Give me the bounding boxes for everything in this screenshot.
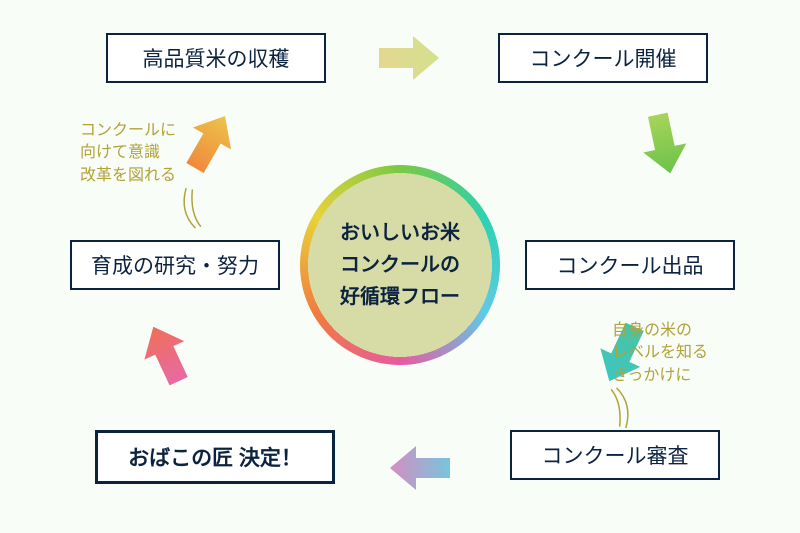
node-harvest: 高品質米の収穫 [106, 33, 326, 83]
node-judge: コンクール審査 [510, 430, 720, 480]
arrow-research-to-harvest [173, 102, 247, 181]
annot-left: コンクールに 向けて意識 改革を図れる [80, 120, 176, 187]
node-hold: コンクール開催 [498, 33, 708, 83]
node-research: 育成の研究・努力 [70, 240, 280, 290]
arrow-harvest-to-hold [377, 34, 441, 82]
arrow-decide-to-research [131, 315, 202, 393]
center-title: おいしいお米コンクールの好循環フロー [340, 217, 460, 313]
arrow-judge-to-decide [388, 444, 452, 492]
arrow-hold-to-submit [634, 108, 694, 181]
annot-right: 自身の米の レベルを知る きっかけに [612, 320, 708, 387]
annot-left-tail [165, 183, 220, 238]
center-circle: おいしいお米コンクールの好循環フロー [300, 165, 500, 365]
node-submit: コンクール出品 [525, 240, 735, 290]
cycle-diagram: おいしいお米コンクールの好循環フロー 高品質米の収穫 コンクール開催コンクール出品… [0, 0, 800, 533]
node-decide: おばこの匠 決定！ [95, 430, 335, 484]
